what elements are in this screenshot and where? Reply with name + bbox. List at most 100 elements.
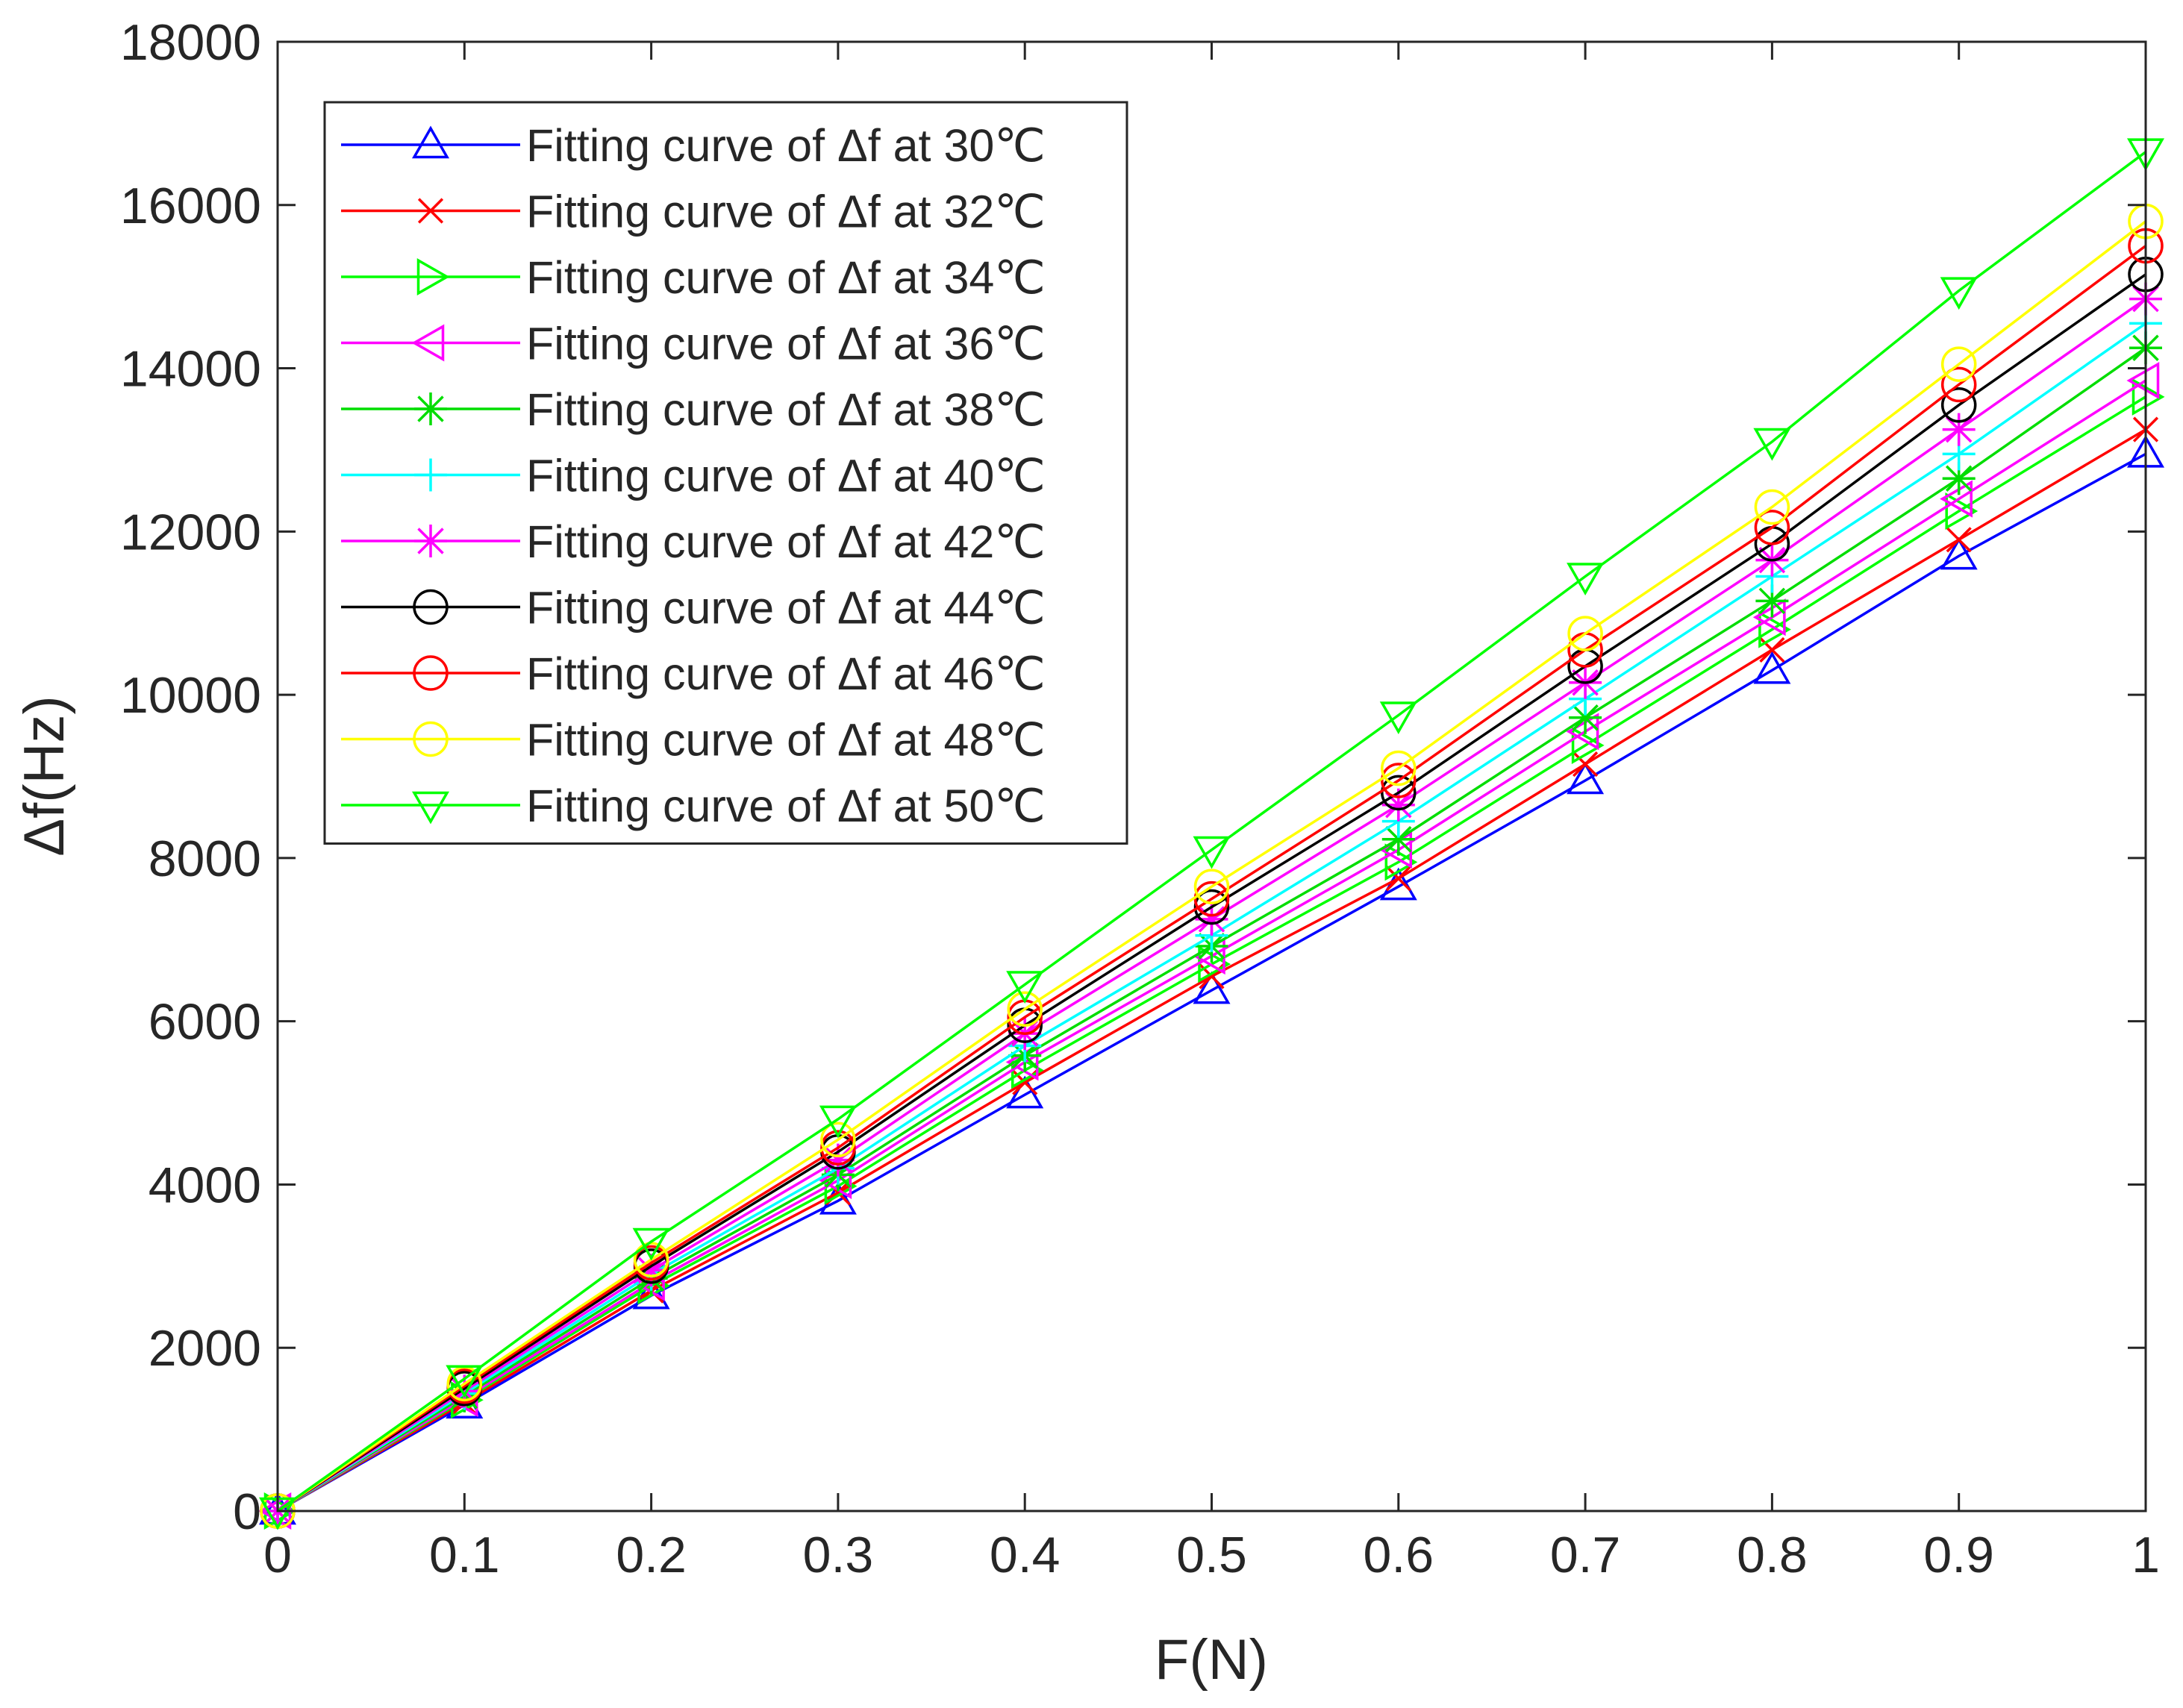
legend-entry-6: Fitting curve of Δf at 40℃ — [341, 451, 1046, 501]
legend-label: Fitting curve of Δf at 32℃ — [526, 187, 1046, 237]
data-point — [1566, 713, 1599, 751]
data-point — [448, 1374, 481, 1408]
legend-entry-5: Fitting curve of Δf at 38℃ — [341, 384, 1046, 435]
x-tick-label: 0.7 — [1550, 1527, 1621, 1583]
legend-label: Fitting curve of Δf at 42℃ — [526, 516, 1046, 567]
data-point — [1379, 867, 1417, 901]
y-axis-label: Δf(Hz) — [13, 695, 76, 856]
data-point — [1942, 462, 1976, 495]
legend-entry-1: Fitting curve of Δf at 30℃ — [341, 120, 1046, 171]
data-point — [1567, 761, 1605, 795]
legend-box — [323, 101, 1128, 845]
y-tick-label: 2000 — [149, 1320, 261, 1377]
data-point — [1940, 387, 1977, 423]
data-point — [1946, 527, 1972, 553]
data-point — [819, 1105, 857, 1139]
legend-marker — [414, 392, 447, 425]
y-tick-label: 16000 — [120, 178, 261, 234]
legend-label: Fitting curve of Δf at 50℃ — [526, 781, 1046, 831]
y-tick-label: 8000 — [149, 830, 261, 887]
axes-layer: 0 0.1 0.2 0.3 0.4 0.5 0.6 0.7 0.8 0.9 1 0 2000 4000 60… — [120, 14, 2160, 1583]
data-point — [821, 1143, 855, 1177]
data-point — [1753, 651, 1791, 684]
y-tick-label: 6000 — [149, 994, 261, 1051]
legend-label: Fitting curve of Δf at 44℃ — [526, 583, 1046, 634]
legend-label: Fitting curve of Δf at 46℃ — [526, 648, 1046, 699]
legend-marker — [413, 721, 449, 757]
data-point — [1193, 869, 1230, 904]
data-point — [820, 1130, 856, 1166]
legend-label: Fitting curve of Δf at 40℃ — [526, 451, 1046, 501]
legend-marker — [413, 589, 449, 625]
legend-marker — [411, 791, 450, 825]
data-point — [1567, 616, 1603, 651]
data-point — [1193, 836, 1231, 869]
data-point — [1940, 366, 1977, 403]
data-point — [1385, 866, 1411, 892]
data-point — [1193, 971, 1231, 1004]
x-tick-label: 0 — [263, 1527, 292, 1583]
data-point — [1006, 971, 1044, 1004]
data-point — [1381, 763, 1417, 798]
data-point — [1752, 598, 1786, 636]
data-point — [632, 1227, 670, 1261]
data-point — [1569, 701, 1602, 734]
x-tick-label: 0.9 — [1923, 1527, 1994, 1583]
legend-marker — [411, 125, 450, 159]
data-point — [1942, 413, 1976, 446]
data-point — [1571, 726, 1605, 764]
y-tick-label: 18000 — [120, 14, 261, 71]
data-point — [2132, 378, 2165, 416]
data-point — [1755, 584, 1789, 618]
data-point — [1754, 510, 1790, 545]
x-axis-label: F(N) — [1155, 1628, 1268, 1692]
data-point — [1753, 428, 1791, 461]
legend-entry-10: Fitting curve of Δf at 48℃ — [341, 715, 1046, 766]
data-point — [1940, 537, 1978, 570]
data-point — [820, 1122, 856, 1158]
legend-label: Fitting curve of Δf at 36℃ — [526, 319, 1046, 369]
legend-entry-3: Fitting curve of Δf at 34℃ — [341, 252, 1046, 303]
legend-entry-2: Fitting curve of Δf at 32℃ — [341, 187, 1046, 237]
data-point — [1195, 902, 1228, 936]
legend-entry-4: Fitting curve of Δf at 36℃ — [341, 319, 1046, 369]
legend-label: Fitting curve of Δf at 34℃ — [526, 252, 1046, 303]
data-point — [1945, 492, 1979, 531]
legend-entry-11: Fitting curve of Δf at 50℃ — [341, 781, 1046, 831]
legend-marker — [417, 198, 444, 224]
series-line — [277, 245, 2147, 1513]
data-point — [1381, 822, 1415, 856]
data-point — [1381, 750, 1417, 786]
data-point — [1573, 751, 1599, 778]
series-line — [276, 151, 2147, 1513]
legend: Fitting curve of Δf at 30℃ Fitting curve … — [323, 101, 1128, 845]
series-line — [277, 452, 2146, 1513]
data-point — [1384, 843, 1418, 881]
y-tick-label: 10000 — [120, 667, 261, 724]
legend-marker — [413, 655, 449, 691]
y-tick-label: 4000 — [149, 1157, 261, 1213]
data-point — [1754, 489, 1790, 525]
data-point — [446, 1365, 484, 1398]
x-tick-label: 0.2 — [616, 1527, 687, 1583]
data-point — [634, 1254, 668, 1287]
series-line — [277, 273, 2147, 1513]
data-point — [1379, 701, 1417, 734]
data-point — [1006, 1075, 1044, 1109]
data-point — [1940, 277, 1978, 310]
legend-marker — [414, 458, 447, 492]
y-tick-label: 14000 — [120, 341, 261, 398]
x-tick-label: 0.6 — [1364, 1527, 1434, 1583]
data-point — [1007, 991, 1043, 1027]
y-tick-label: 12000 — [120, 504, 261, 560]
legend-label: Fitting curve of Δf at 48℃ — [526, 715, 1046, 766]
data-point — [1940, 480, 1973, 518]
legend-label: Fitting curve of Δf at 30℃ — [526, 120, 1046, 171]
legend-marker — [416, 257, 450, 296]
data-point — [2126, 361, 2160, 399]
y-tick-label: 0 — [233, 1483, 261, 1540]
x-tick-label: 0.4 — [990, 1527, 1061, 1583]
legend-entry-8: Fitting curve of Δf at 44℃ — [341, 583, 1046, 634]
x-tick-label: 0.1 — [429, 1527, 500, 1583]
